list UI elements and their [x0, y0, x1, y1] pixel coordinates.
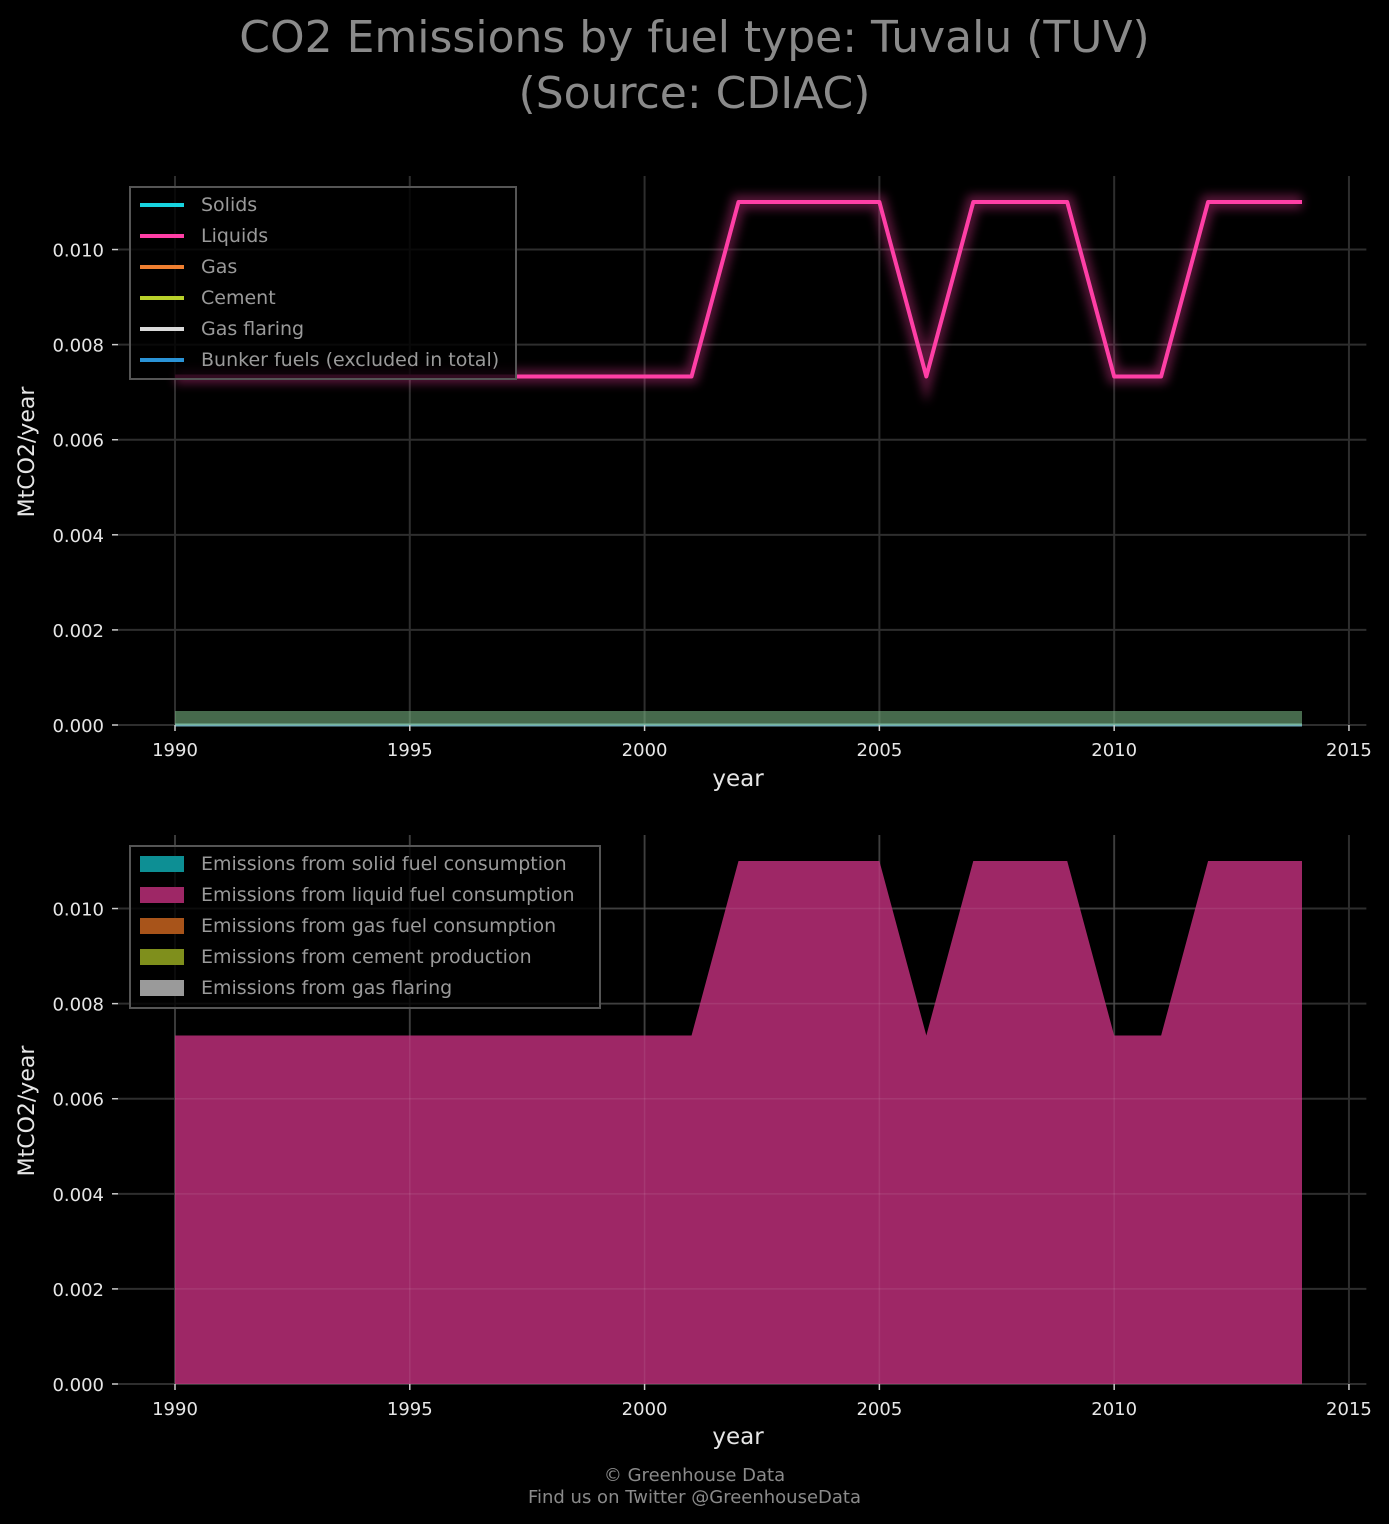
y-tick-label: 0.010	[52, 241, 104, 262]
legend-label: Emissions from solid fuel consumption	[201, 853, 567, 875]
x-tick-label: 2015	[1326, 1399, 1372, 1420]
legend-label: Emissions from gas flaring	[201, 977, 452, 999]
legend-item: Emissions from gas fuel consumption	[140, 915, 556, 937]
y-tick-label: 0.008	[52, 995, 104, 1016]
footer-twitter: Find us on Twitter @GreenhouseData	[527, 1487, 862, 1508]
legend-item: Emissions from cement production	[140, 946, 532, 968]
y-tick-label: 0.006	[52, 1090, 104, 1111]
footer-credit: © Greenhouse Data	[603, 1465, 786, 1486]
y-tick-label: 0.004	[52, 1185, 104, 1206]
legend-item: Gas flaring	[140, 318, 304, 340]
legend-item: Solids	[140, 194, 257, 216]
legend: Emissions from solid fuel consumption Emi…	[129, 845, 601, 1009]
y-tick-label: 0.000	[52, 1375, 104, 1396]
legend-label: Liquids	[201, 225, 268, 247]
legend-item: Cement	[140, 287, 276, 309]
x-tick-label: 2010	[1091, 740, 1137, 761]
line-chart-panel: 0.000 0.002 0.004 0.006 0.008 0.010 1990 1995 20…	[15, 176, 1372, 792]
x-tick-label: 2005	[856, 740, 902, 761]
legend-swatch	[140, 856, 184, 872]
x-axis-label: year	[712, 766, 764, 792]
y-tick-label: 0.004	[52, 526, 104, 547]
legend-item: Emissions from gas flaring	[140, 977, 452, 999]
y-tick-label: 0.008	[52, 336, 104, 357]
legend-label: Emissions from liquid fuel consumption	[201, 884, 575, 906]
x-tick-label: 2000	[622, 740, 668, 761]
legend-swatch	[140, 887, 184, 903]
y-tick-label: 0.006	[52, 431, 104, 452]
y-tick-label: 0.002	[52, 621, 104, 642]
y-tick-label: 0.002	[52, 1280, 104, 1301]
legend-item: Bunker fuels (excluded in total)	[140, 349, 499, 371]
legend-item: Emissions from solid fuel consumption	[140, 853, 567, 875]
chart-title: CO2 Emissions by fuel type: Tuvalu (TUV)	[239, 12, 1150, 63]
y-axis-label: MtCO2/year	[15, 1045, 40, 1177]
x-axis-label: year	[712, 1424, 764, 1450]
zero-series-band	[175, 711, 1302, 725]
legend-item: Gas	[140, 256, 237, 278]
legend-label: Solids	[201, 194, 257, 216]
legend-label: Bunker fuels (excluded in total)	[201, 349, 499, 371]
legend-label: Emissions from gas fuel consumption	[201, 915, 556, 937]
x-tick-label: 1995	[387, 740, 433, 761]
legend-swatch	[140, 949, 184, 965]
legend-label: Cement	[201, 287, 276, 309]
legend-swatch	[140, 918, 184, 934]
legend-frame	[129, 186, 517, 380]
x-tick-label: 2015	[1326, 740, 1372, 761]
x-tick-label: 1990	[152, 740, 198, 761]
chart-subtitle: (Source: CDIAC)	[518, 68, 871, 119]
y-tick-label: 0.010	[52, 900, 104, 921]
legend-label: Emissions from cement production	[201, 946, 532, 968]
y-tick-label: 0.000	[52, 716, 104, 737]
legend-item: Liquids	[140, 225, 268, 247]
y-axis-label: MtCO2/year	[15, 386, 40, 518]
x-tick-label: 1995	[387, 1399, 433, 1420]
legend-label: Gas	[201, 256, 237, 278]
legend-frame	[129, 845, 601, 1009]
x-tick-label: 2005	[856, 1399, 902, 1420]
legend-label: Gas flaring	[201, 318, 304, 340]
x-tick-label: 2000	[622, 1399, 668, 1420]
x-tick-label: 1990	[152, 1399, 198, 1420]
x-tick-label: 2010	[1091, 1399, 1137, 1420]
legend-item: Emissions from liquid fuel consumption	[140, 884, 575, 906]
legend-swatch	[140, 980, 184, 996]
area-chart-panel: 0.000 0.002 0.004 0.006 0.008 0.010 1990 1995 20…	[15, 835, 1372, 1450]
legend: Solids Liquids Gas Cement Gas flaring Bunker …	[129, 186, 517, 380]
area-emissions-from-liquid-fuel-consumption	[175, 861, 1302, 1384]
